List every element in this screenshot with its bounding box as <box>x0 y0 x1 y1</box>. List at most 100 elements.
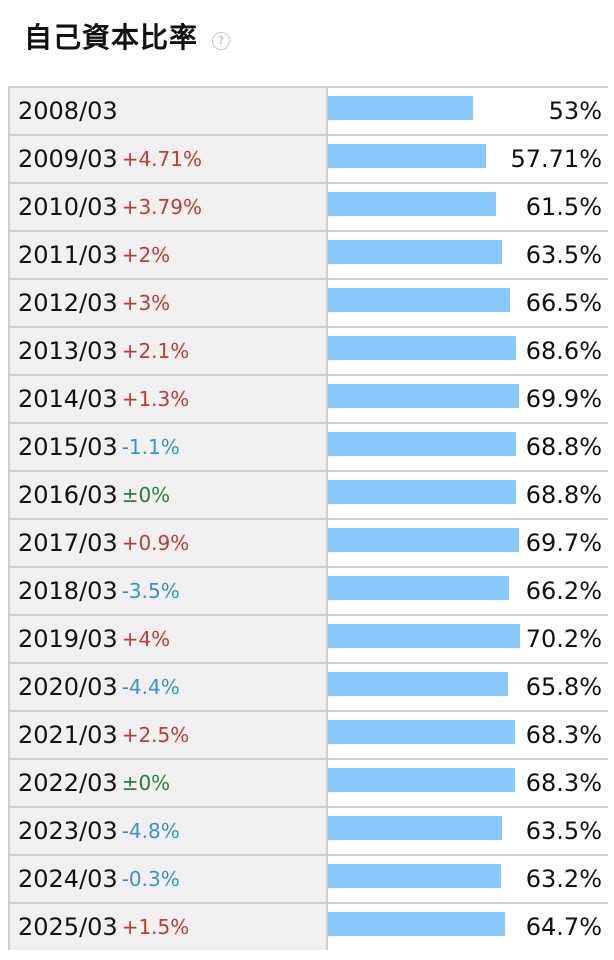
period-label: 2020/03 <box>18 673 118 701</box>
bar-cell: 68.8% <box>328 472 608 518</box>
period-cell: 2013/03 +2.1% <box>10 328 328 374</box>
period-label: 2025/03 <box>18 913 118 941</box>
ratio-bar <box>328 768 515 792</box>
period-label: 2019/03 <box>18 625 118 653</box>
change-label: -1.1% <box>121 435 180 459</box>
table-row: 2012/03 +3% 66.5% <box>10 280 608 328</box>
ratio-bar <box>328 192 496 216</box>
ratio-bar <box>328 624 520 648</box>
period-cell: 2009/03 +4.71% <box>10 136 328 182</box>
period-label: 2015/03 <box>18 433 118 461</box>
bar-cell: 66.5% <box>328 280 608 326</box>
value-label: 68.6% <box>525 337 602 365</box>
value-label: 66.2% <box>525 577 602 605</box>
ratio-bar <box>328 432 516 456</box>
value-label: 63.2% <box>525 865 602 893</box>
value-label: 68.8% <box>525 481 602 509</box>
period-cell: 2011/03 +2% <box>10 232 328 278</box>
table-row: 2018/03 -3.5% 66.2% <box>10 568 608 616</box>
bar-cell: 66.2% <box>328 568 608 614</box>
change-label: +1.3% <box>121 387 190 411</box>
table-row: 2024/03 -0.3% 63.2% <box>10 856 608 904</box>
period-label: 2013/03 <box>18 337 118 365</box>
ratio-bar <box>328 96 473 120</box>
period-cell: 2010/03 +3.79% <box>10 184 328 230</box>
period-cell: 2022/03 ±0% <box>10 760 328 806</box>
period-label: 2014/03 <box>18 385 118 413</box>
period-cell: 2019/03 +4% <box>10 616 328 662</box>
change-label: -0.3% <box>121 867 180 891</box>
question-circle-icon[interactable]: ? <box>212 32 231 50</box>
bar-cell: 65.8% <box>328 664 608 710</box>
table-row: 2023/03 -4.8% 63.5% <box>10 808 608 856</box>
bar-cell: 57.71% <box>328 136 608 182</box>
period-cell: 2012/03 +3% <box>10 280 328 326</box>
table-row: 2011/03 +2% 63.5% <box>10 232 608 280</box>
period-label: 2022/03 <box>18 769 118 797</box>
ratio-bar <box>328 720 515 744</box>
period-cell: 2017/03 +0.9% <box>10 520 328 566</box>
period-cell: 2020/03 -4.4% <box>10 664 328 710</box>
value-label: 64.7% <box>525 913 602 941</box>
bar-cell: 68.3% <box>328 712 608 758</box>
table-row: 2013/03 +2.1% 68.6% <box>10 328 608 376</box>
table-row: 2017/03 +0.9% 69.7% <box>10 520 608 568</box>
period-cell: 2025/03 +1.5% <box>10 904 328 950</box>
period-label: 2012/03 <box>18 289 118 317</box>
bar-cell: 64.7% <box>328 904 608 950</box>
value-label: 57.71% <box>510 145 602 173</box>
ratio-bar <box>328 288 510 312</box>
table-row: 2022/03 ±0% 68.3% <box>10 760 608 808</box>
period-label: 2018/03 <box>18 577 118 605</box>
period-cell: 2014/03 +1.3% <box>10 376 328 422</box>
ratio-table: 2008/03 53% 2009/03 +4.71% 57.71% 2010/03 +3.7… <box>8 86 608 950</box>
table-row: 2021/03 +2.5% 68.3% <box>10 712 608 760</box>
ratio-bar <box>328 912 505 936</box>
bar-cell: 68.8% <box>328 424 608 470</box>
change-label: +3.79% <box>121 195 202 219</box>
bar-cell: 70.2% <box>328 616 608 662</box>
table-row: 2025/03 +1.5% 64.7% <box>10 904 608 950</box>
ratio-bar <box>328 816 502 840</box>
ratio-bar <box>328 528 519 552</box>
value-label: 69.9% <box>525 385 602 413</box>
value-label: 70.2% <box>525 625 602 653</box>
bar-cell: 63.2% <box>328 856 608 902</box>
value-label: 63.5% <box>525 241 602 269</box>
table-row: 2010/03 +3.79% 61.5% <box>10 184 608 232</box>
period-cell: 2015/03 -1.1% <box>10 424 328 470</box>
change-label: +3% <box>121 291 171 315</box>
period-label: 2016/03 <box>18 481 118 509</box>
value-label: 65.8% <box>525 673 602 701</box>
value-label: 68.8% <box>525 433 602 461</box>
chart-header: 自己資本比率 ? <box>24 12 231 60</box>
value-label: 53% <box>548 97 602 125</box>
value-label: 66.5% <box>525 289 602 317</box>
change-label: -3.5% <box>121 579 180 603</box>
change-label: +2.1% <box>121 339 190 363</box>
bar-cell: 53% <box>328 88 608 134</box>
ratio-bar <box>328 576 509 600</box>
value-label: 61.5% <box>525 193 602 221</box>
period-label: 2024/03 <box>18 865 118 893</box>
ratio-bar <box>328 144 486 168</box>
change-label: +2% <box>121 243 171 267</box>
period-cell: 2023/03 -4.8% <box>10 808 328 854</box>
change-label: ±0% <box>121 483 171 507</box>
table-row: 2008/03 53% <box>10 88 608 136</box>
table-row: 2016/03 ±0% 68.8% <box>10 472 608 520</box>
value-label: 63.5% <box>525 817 602 845</box>
period-cell: 2008/03 <box>10 88 328 134</box>
value-label: 68.3% <box>525 769 602 797</box>
change-label: +4.71% <box>121 147 202 171</box>
table-row: 2020/03 -4.4% 65.8% <box>10 664 608 712</box>
value-label: 69.7% <box>525 529 602 557</box>
period-label: 2023/03 <box>18 817 118 845</box>
change-label: +0.9% <box>121 531 190 555</box>
bar-cell: 61.5% <box>328 184 608 230</box>
table-row: 2009/03 +4.71% 57.71% <box>10 136 608 184</box>
period-cell: 2024/03 -0.3% <box>10 856 328 902</box>
change-label: +2.5% <box>121 723 190 747</box>
change-label: +4% <box>121 627 171 651</box>
period-label: 2008/03 <box>18 97 118 125</box>
